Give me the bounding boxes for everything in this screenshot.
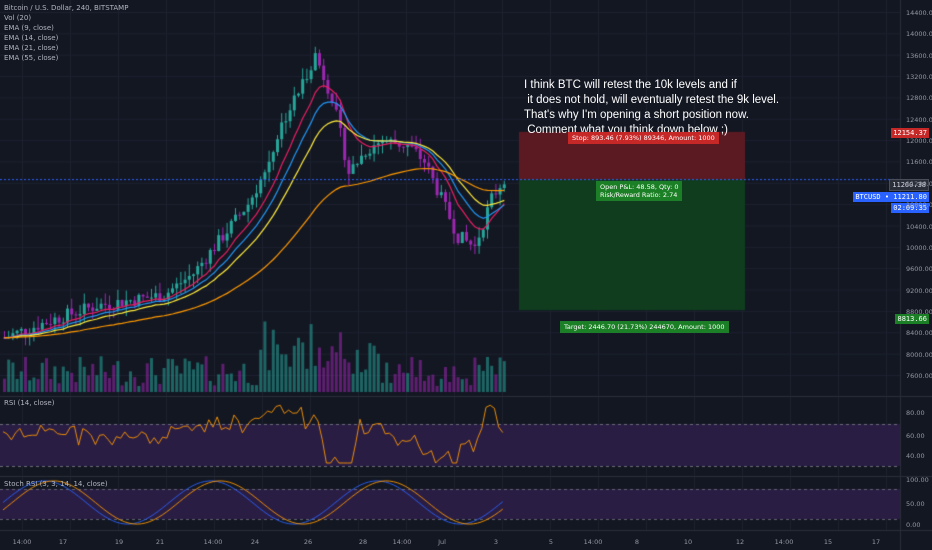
time-axis-label: 14:00 xyxy=(774,538,794,546)
stoch-tick-label: 50.00 xyxy=(906,500,925,508)
note-line-1: I think BTC will retest the 10k levels a… xyxy=(524,79,737,91)
time-axis-label: 14:00 xyxy=(203,538,223,546)
indicator-ema14[interactable]: EMA (14, close) xyxy=(4,34,59,42)
price-tick-label: 9200.00 xyxy=(906,286,932,295)
price-tag-stop: 12154.37 xyxy=(891,128,929,138)
time-axis-label: 14:00 xyxy=(12,538,32,546)
price-tick-label: 12800.00 xyxy=(906,94,932,103)
risk-reward-text: Risk/Reward Ratio: 2.74 xyxy=(600,191,678,199)
note-line-3: That's why I'm opening a short position … xyxy=(524,109,749,121)
price-tick-label: 11600.00 xyxy=(906,158,932,167)
price-tick-label: 9600.00 xyxy=(906,265,932,274)
time-axis-label: 14:00 xyxy=(583,538,603,546)
price-tick-label: 13200.00 xyxy=(906,73,932,82)
price-tick-label: 14000.00 xyxy=(906,30,932,39)
stoch-rsi-title[interactable]: Stoch RSI (3, 3, 14, 14, close) xyxy=(4,480,108,488)
time-axis-label: 28 xyxy=(358,538,368,546)
indicator-vol[interactable]: Vol (20) xyxy=(4,14,32,22)
price-tick-label: 10000.00 xyxy=(906,243,932,252)
price-tag-countdown: 02:09:35 xyxy=(891,203,929,213)
price-tick-label: 8000.00 xyxy=(906,350,932,359)
time-axis-label: 3 xyxy=(493,538,499,546)
open-pl-label[interactable]: Open P&L: 48.58, Qty: 0 Risk/Reward Rati… xyxy=(596,181,683,201)
symbol-legend: Bitcoin / U.S. Dollar, 240, BITSTAMP Vol… xyxy=(4,3,128,63)
time-axis-label: Jul xyxy=(438,538,446,546)
price-tick-label: 12400.00 xyxy=(906,115,932,124)
price-tag-target: 8813.66 xyxy=(895,314,929,324)
price-tick-label: 10400.00 xyxy=(906,222,932,231)
time-axis-label: 12 xyxy=(735,538,745,546)
rsi-tick-label: 80.00 xyxy=(906,409,925,417)
time-axis-label: 14:00 xyxy=(392,538,412,546)
rsi-tick-label: 60.00 xyxy=(906,432,925,440)
indicator-ema21[interactable]: EMA (21, close) xyxy=(4,44,59,52)
target-label[interactable]: Target: 2446.70 (21.73%) 244670, Amount:… xyxy=(560,321,729,333)
price-tick-label: 14400.00 xyxy=(906,9,932,17)
rsi-title[interactable]: RSI (14, close) xyxy=(4,399,55,407)
indicator-ema9[interactable]: EMA (9, close) xyxy=(4,24,54,32)
price-tick-label: 11200.00 xyxy=(906,179,932,188)
rsi-tick-label: 40.00 xyxy=(906,452,925,460)
price-tick-label: 8400.00 xyxy=(906,329,932,338)
time-axis-label: 17 xyxy=(871,538,881,546)
indicator-ema55[interactable]: EMA (55, close) xyxy=(4,54,59,62)
price-tick-label: 8800.00 xyxy=(906,307,932,316)
trade-idea-note: I think BTC will retest the 10k levels a… xyxy=(524,78,779,138)
time-axis-label: 24 xyxy=(250,538,260,546)
price-tag-symbol: BTCUSD • 11211.80 xyxy=(853,192,929,202)
time-axis-label: 26 xyxy=(303,538,313,546)
price-tick-label: 10800.00 xyxy=(906,201,932,210)
stoch-tick-label: 100.00 xyxy=(906,476,929,484)
open-pl-text: Open P&L: 48.58, Qty: 0 xyxy=(600,183,679,191)
time-axis-label: 17 xyxy=(58,538,68,546)
time-axis-label: 8 xyxy=(634,538,640,546)
price-tick-label: 12000.00 xyxy=(906,137,932,146)
time-axis-label: 10 xyxy=(683,538,693,546)
price-tag-last: 11260.38 xyxy=(889,179,929,191)
symbol-title: Bitcoin / U.S. Dollar, 240, BITSTAMP xyxy=(4,4,129,12)
time-axis-label: 5 xyxy=(548,538,554,546)
time-axis-label: 19 xyxy=(114,538,124,546)
note-line-2: it does not hold, will eventually retest… xyxy=(524,94,780,106)
time-axis-label: 15 xyxy=(823,538,833,546)
time-axis-label: 21 xyxy=(155,538,165,546)
price-tick-label: 7600.00 xyxy=(906,371,932,380)
stop-label[interactable]: Stop: 893.46 (7.93%) 89346, Amount: 1000 xyxy=(568,132,719,144)
price-tick-label: 13600.00 xyxy=(906,51,932,60)
stoch-tick-label: 0.00 xyxy=(906,521,921,529)
